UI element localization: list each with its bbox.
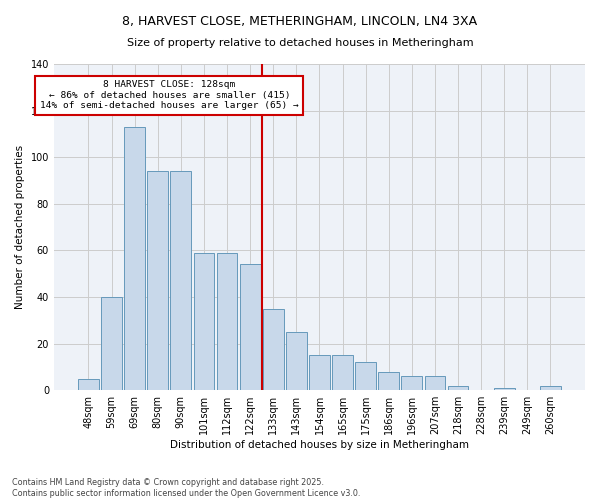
Bar (217, 252, 238, 390)
Bar (355, 362, 376, 390)
Text: 8 HARVEST CLOSE: 128sqm
← 86% of detached houses are smaller (415)
14% of semi-d: 8 HARVEST CLOSE: 128sqm ← 86% of detache… (40, 80, 299, 110)
X-axis label: Distribution of detached houses by size in Metheringham: Distribution of detached houses by size … (170, 440, 469, 450)
Bar (286, 332, 307, 390)
Bar (494, 388, 515, 390)
Bar (148, 171, 168, 390)
Bar (194, 252, 214, 390)
Text: Contains HM Land Registry data © Crown copyright and database right 2025.
Contai: Contains HM Land Registry data © Crown c… (12, 478, 361, 498)
Text: 8, HARVEST CLOSE, METHERINGHAM, LINCOLN, LN4 3XA: 8, HARVEST CLOSE, METHERINGHAM, LINCOLN,… (122, 15, 478, 28)
Bar (425, 376, 445, 390)
Bar (170, 171, 191, 390)
Y-axis label: Number of detached properties: Number of detached properties (15, 145, 25, 309)
Bar (309, 356, 330, 390)
Bar (379, 372, 399, 390)
Bar (540, 386, 561, 390)
Text: Size of property relative to detached houses in Metheringham: Size of property relative to detached ho… (127, 38, 473, 48)
Bar (263, 308, 284, 390)
Bar (78, 378, 99, 390)
Bar (240, 264, 260, 390)
Bar (448, 386, 469, 390)
Bar (401, 376, 422, 390)
Bar (101, 297, 122, 390)
Bar (332, 356, 353, 390)
Bar (124, 127, 145, 390)
